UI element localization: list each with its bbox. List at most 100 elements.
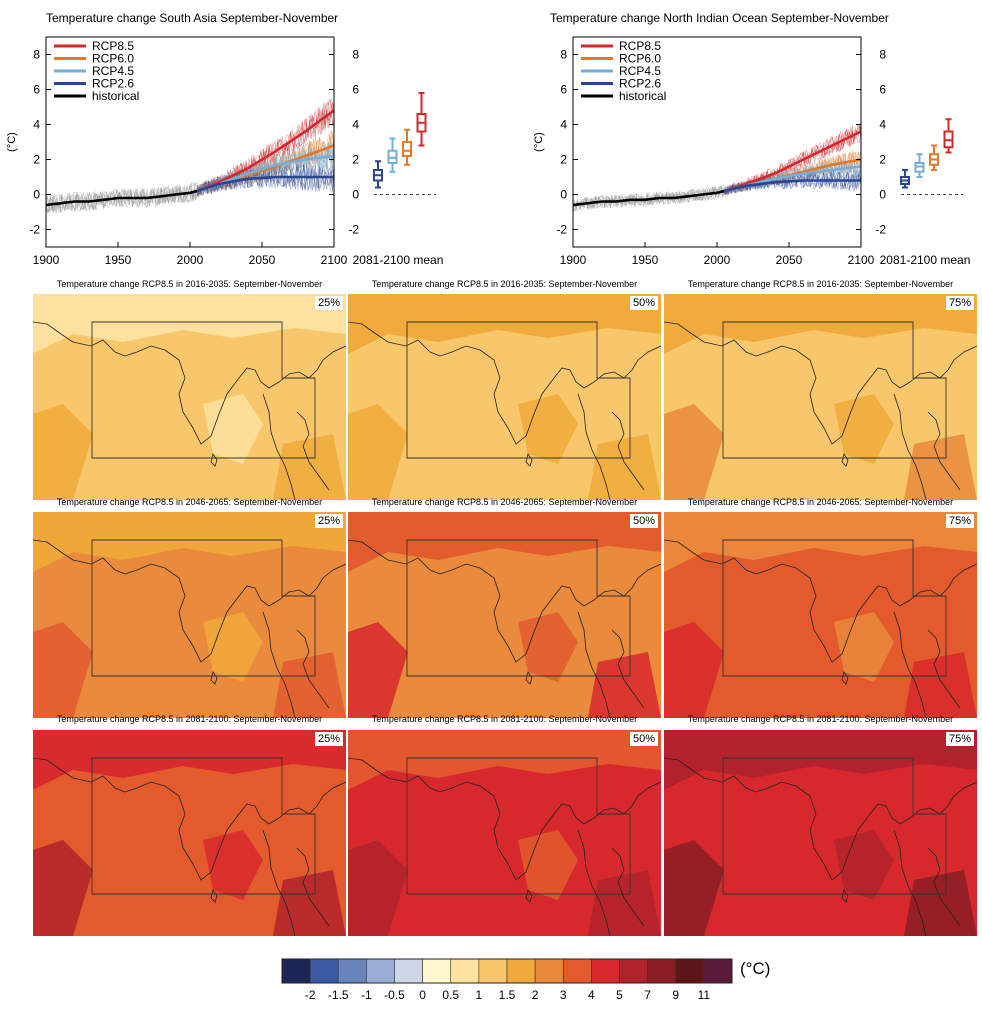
coastline [893, 611, 927, 718]
y-tick-label: 6 [33, 83, 40, 97]
y-tick-label-right: 6 [879, 83, 886, 97]
y-tick-label: 2 [560, 153, 567, 167]
y-tick-label: 2 [33, 153, 40, 167]
contour-patch [904, 870, 977, 936]
contour-patch [348, 404, 408, 500]
region-box [722, 757, 947, 895]
colorbar-unit: (°C) [740, 959, 771, 978]
contour-patch [588, 652, 661, 718]
map-svg [33, 294, 346, 500]
sri-lanka-outline [210, 453, 218, 467]
legend-label: RCP2.6 [619, 77, 661, 91]
coastline [577, 393, 611, 500]
spread-rcp26-line [723, 169, 862, 194]
percentile-label: 75% [945, 732, 974, 746]
contour-patch [588, 434, 661, 500]
contour-patch [33, 730, 346, 790]
colorbar-tick-label: 9 [672, 988, 680, 1002]
series-rcp26-line [196, 175, 334, 193]
x-tick-label: 2100 [848, 253, 875, 267]
percentile-label: 50% [629, 296, 658, 310]
colorbar-tick-label: -1 [361, 988, 372, 1002]
boxplot-group [900, 118, 963, 195]
map-title: Temperature change RCP8.5 in 2016-2035: … [687, 279, 954, 289]
spread-rcp60-line [723, 148, 862, 195]
colorbar-swatch [281, 958, 311, 984]
colorbar-tick-label: 2 [531, 988, 539, 1002]
contour-patch [33, 622, 93, 718]
percentile-label: 75% [945, 514, 974, 528]
map-title: Temperature change RCP8.5 in 2046-2065: … [56, 497, 323, 507]
x-tick-label: 1950 [105, 253, 132, 267]
coastline [577, 611, 611, 718]
legend-label: RCP8.5 [92, 39, 134, 53]
map-panel: 50% [348, 512, 661, 718]
spread-rcp85-line [196, 100, 335, 197]
colorbar-swatch [619, 958, 648, 984]
colorbar-swatch [478, 958, 508, 984]
coastline [927, 411, 961, 491]
contour-patch [33, 404, 93, 500]
percentile-label: 50% [629, 732, 658, 746]
y-tick-label-right: 0 [352, 188, 359, 202]
y-tick-label: -2 [556, 223, 567, 237]
spread-rcp60-line [196, 132, 335, 198]
series-rcp85-line [723, 130, 862, 193]
contour-patch [518, 830, 578, 900]
sri-lanka-outline [525, 671, 533, 685]
map-panel: 25% [33, 730, 346, 936]
map-title: Temperature change RCP8.5 in 2081-2100: … [56, 714, 323, 724]
x-tick-label: 1900 [560, 253, 587, 267]
map-svg [664, 294, 977, 500]
region-box [91, 321, 316, 459]
map-svg [33, 512, 346, 718]
colorbar-swatch [647, 958, 677, 984]
map-title: Temperature change RCP8.5 in 2046-2065: … [687, 497, 954, 507]
coastline [893, 829, 927, 936]
contour-patch [664, 294, 977, 354]
contour-patch [904, 652, 977, 718]
coastline [664, 539, 977, 663]
sri-lanka-outline [841, 453, 849, 467]
contour-patch [273, 870, 346, 936]
percentile-label: 25% [314, 514, 343, 528]
contour-patch [348, 622, 408, 718]
coastline [262, 611, 296, 718]
y-tick-label-right: 8 [879, 48, 886, 62]
coastline [33, 321, 346, 445]
region-box [722, 321, 947, 459]
spread-rcp26-line [196, 162, 335, 192]
contour-patch [348, 840, 408, 936]
map-title: Temperature change RCP8.5 in 2016-2035: … [371, 279, 638, 289]
chart-title-north-indian-ocean: Temperature change North Indian Ocean Se… [550, 11, 889, 25]
contour-patch [203, 830, 263, 900]
coastline [664, 757, 977, 881]
series-historical-line [45, 189, 198, 207]
y-axis-label: (°C) [533, 132, 545, 152]
chart-title-south-asia: Temperature change South Asia September-… [46, 11, 339, 25]
contour-patch [273, 652, 346, 718]
colorbar-swatch [591, 958, 620, 984]
colorbar-tick-label: -0.5 [384, 988, 405, 1002]
y-tick-label-right: 2 [879, 153, 886, 167]
spread-rcp85-line [723, 124, 862, 192]
colorbar-tick-label: 0.5 [442, 988, 460, 1002]
region-box [406, 321, 631, 459]
contour-patch [588, 870, 661, 936]
spread-rcp45-line [723, 161, 862, 196]
time-series-charts: -2 -2 0 0 2 2 4 4 6 6 8 8 1900 1950 2000 2050 2100 (°C) RC… [6, 36, 970, 267]
map-svg [664, 512, 977, 718]
y-tick-label: 8 [33, 48, 40, 62]
coastline [893, 393, 927, 500]
colorbar-swatch [506, 958, 536, 984]
y-tick-label-right: -2 [875, 223, 886, 237]
sri-lanka-outline [841, 671, 849, 685]
region-box [722, 539, 947, 677]
contour-patch [348, 512, 661, 572]
chart-0: -2 -2 0 0 2 2 4 4 6 6 8 8 1900 1950 2000 2050 2100 (°C) RC… [6, 36, 443, 267]
coastline [348, 757, 661, 881]
map-svg [33, 730, 346, 936]
spread-rcp60-line [723, 151, 862, 196]
legend-label: RCP4.5 [92, 64, 134, 78]
map-panel: 75% [664, 512, 977, 718]
